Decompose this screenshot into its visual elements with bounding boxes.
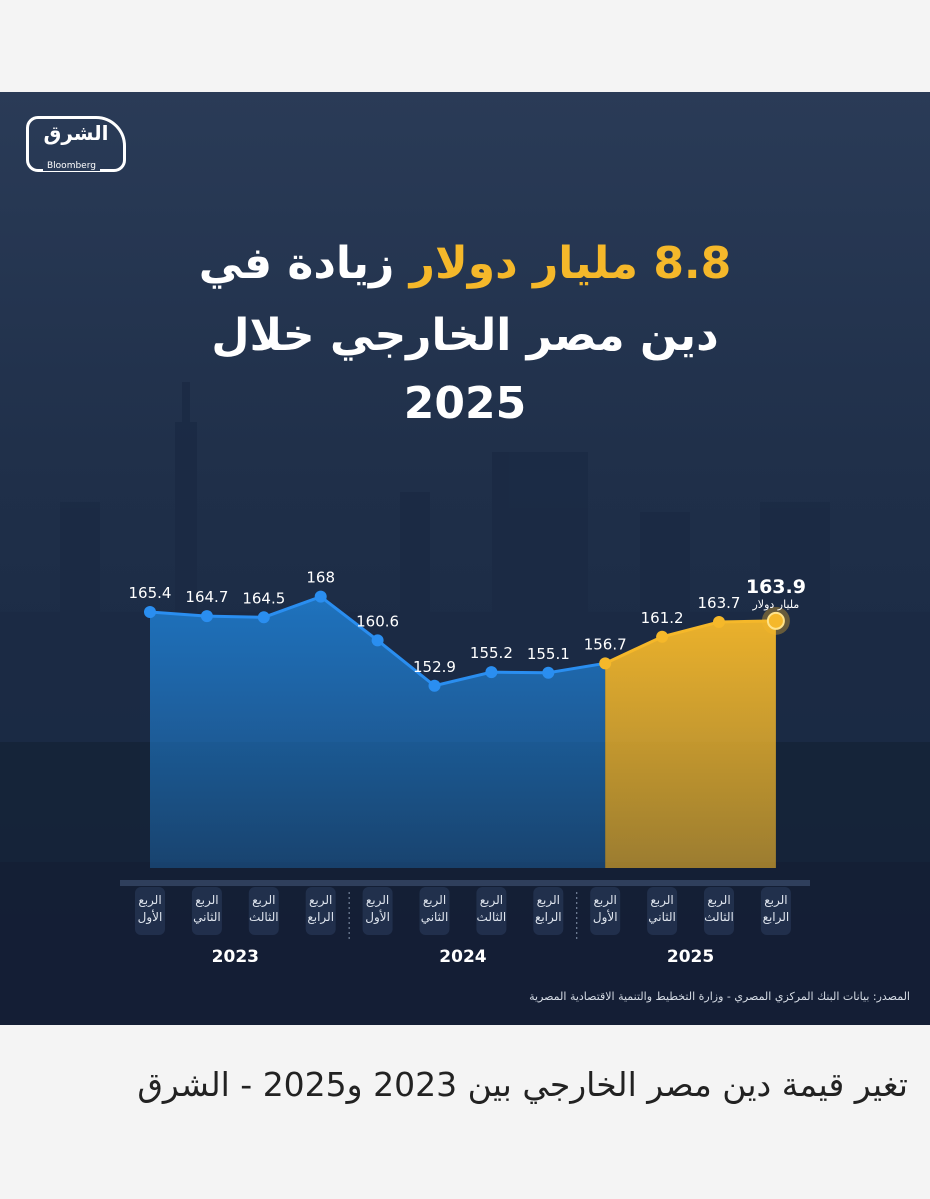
quarter-label: الثالث	[704, 910, 734, 924]
headline-line-1: 8.8 مليار دولار زيادة في	[90, 242, 840, 286]
data-point	[257, 611, 270, 624]
quarter-label: الأول	[593, 909, 618, 925]
data-point	[713, 616, 725, 629]
quarter-badge	[362, 887, 393, 935]
data-label: 163.7	[698, 594, 741, 612]
data-label: 155.1	[527, 645, 570, 663]
data-label: 156.7	[584, 635, 627, 653]
quarter-label: الربع	[650, 893, 673, 908]
quarter-label: الثالث	[477, 910, 507, 924]
area-2025	[605, 620, 776, 868]
data-label: 161.2	[641, 609, 684, 627]
quarter-label: الربع	[707, 893, 730, 908]
data-label: 152.9	[413, 658, 456, 676]
quarter-label: الرابع	[307, 910, 334, 925]
quarter-badge	[419, 887, 450, 935]
line-2025	[604, 619, 776, 665]
quarter-badge	[533, 887, 564, 935]
data-label: 163.9	[746, 576, 806, 598]
headline-accent: 8.8 مليار دولار	[409, 238, 732, 289]
quarter-badge	[647, 887, 678, 935]
quarter-label: الثاني	[648, 910, 676, 924]
quarter-label: الربع	[252, 893, 275, 908]
logo-arabic: الشرق	[43, 121, 109, 145]
data-label: 164.7	[185, 588, 228, 606]
top-band	[0, 0, 930, 92]
quarter-label: الربع	[423, 893, 446, 908]
alsharq-bloomberg-logo: الشرق Bloomberg	[26, 116, 126, 172]
data-point	[542, 666, 555, 679]
quarter-label: الربع	[366, 893, 389, 908]
data-point	[766, 611, 785, 630]
data-point	[656, 630, 669, 643]
quarter-badge	[248, 887, 279, 935]
data-point	[144, 606, 156, 618]
quarter-badge	[476, 887, 507, 935]
data-point	[599, 657, 612, 670]
quarter-label: الثالث	[249, 910, 279, 924]
quarter-label: الربع	[138, 893, 161, 908]
data-label: 160.6	[356, 612, 399, 630]
quarter-badge	[704, 887, 734, 935]
area-2023-2024	[150, 596, 606, 868]
infographic: الشرق Bloomberg 8.8 مليار دولار زيادة في…	[0, 92, 930, 1025]
data-point	[428, 679, 441, 692]
quarter-label: الربع	[764, 893, 787, 908]
year-label: 2023	[212, 947, 259, 967]
quarter-label: الرابع	[763, 910, 790, 925]
quarter-label: الربع	[309, 893, 332, 908]
data-label: 168	[306, 569, 335, 587]
quarter-label: الثاني	[421, 910, 449, 924]
quarter-badge	[191, 887, 222, 935]
data-label: 155.2	[470, 644, 513, 662]
headline-line-3: 2025	[403, 378, 527, 429]
quarter-label: الربع	[195, 893, 218, 908]
data-label: 164.5	[242, 589, 285, 607]
quarter-label: الرابع	[535, 910, 562, 925]
data-point	[200, 610, 213, 623]
quarter-badge	[305, 887, 336, 935]
quarter-label: الأول	[365, 909, 390, 925]
data-label: 165.4	[129, 584, 172, 602]
data-point	[485, 666, 498, 679]
axis-band	[120, 880, 810, 886]
headline-line-1-rest: زيادة في	[198, 238, 395, 289]
quarter-badge	[760, 887, 791, 935]
quarter-label: الربع	[480, 893, 503, 908]
year-label: 2024	[439, 947, 486, 967]
year-label: 2025	[667, 947, 714, 967]
data-point	[314, 590, 327, 603]
quarter-label: الربع	[594, 893, 617, 908]
data-point	[371, 634, 384, 647]
caption-area: تغير قيمة دين مصر الخارجي بين 2023 و2025…	[0, 1025, 930, 1199]
quarter-label: الثاني	[193, 910, 221, 924]
source-note: المصدر: بيانات البنك المركزي المصري - وز…	[529, 990, 910, 1003]
quarter-badge	[135, 887, 165, 935]
logo-english: Bloomberg	[43, 161, 100, 171]
quarter-label: الربع	[537, 893, 560, 908]
unit-label: مليار دولار	[751, 598, 799, 611]
headline-line-2: دين مصر الخارجي خلال	[211, 310, 719, 361]
debt-area-chart: 165.4 164.7 164.5 168 160.6 152.9 155.2 155.1 15…	[120, 569, 810, 967]
quarter-badge	[590, 887, 621, 935]
quarter-label: الأول	[138, 909, 163, 925]
image-caption: تغير قيمة دين مصر الخارجي بين 2023 و2025…	[137, 1065, 908, 1104]
